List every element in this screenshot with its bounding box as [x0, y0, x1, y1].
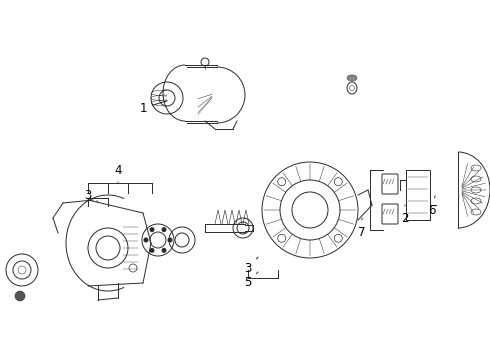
Ellipse shape [162, 227, 167, 232]
Ellipse shape [168, 238, 172, 243]
Ellipse shape [144, 238, 148, 243]
Ellipse shape [15, 291, 25, 301]
Text: 7: 7 [358, 218, 366, 239]
Text: 3: 3 [84, 189, 98, 202]
Ellipse shape [347, 75, 357, 81]
Ellipse shape [149, 227, 154, 232]
Text: 5: 5 [245, 272, 258, 288]
Text: 4: 4 [114, 163, 122, 183]
Text: 3: 3 [245, 257, 258, 274]
Ellipse shape [149, 248, 154, 253]
Ellipse shape [162, 248, 167, 253]
Text: 2: 2 [401, 205, 409, 225]
Text: 6: 6 [428, 196, 436, 216]
Text: 1: 1 [139, 101, 167, 114]
